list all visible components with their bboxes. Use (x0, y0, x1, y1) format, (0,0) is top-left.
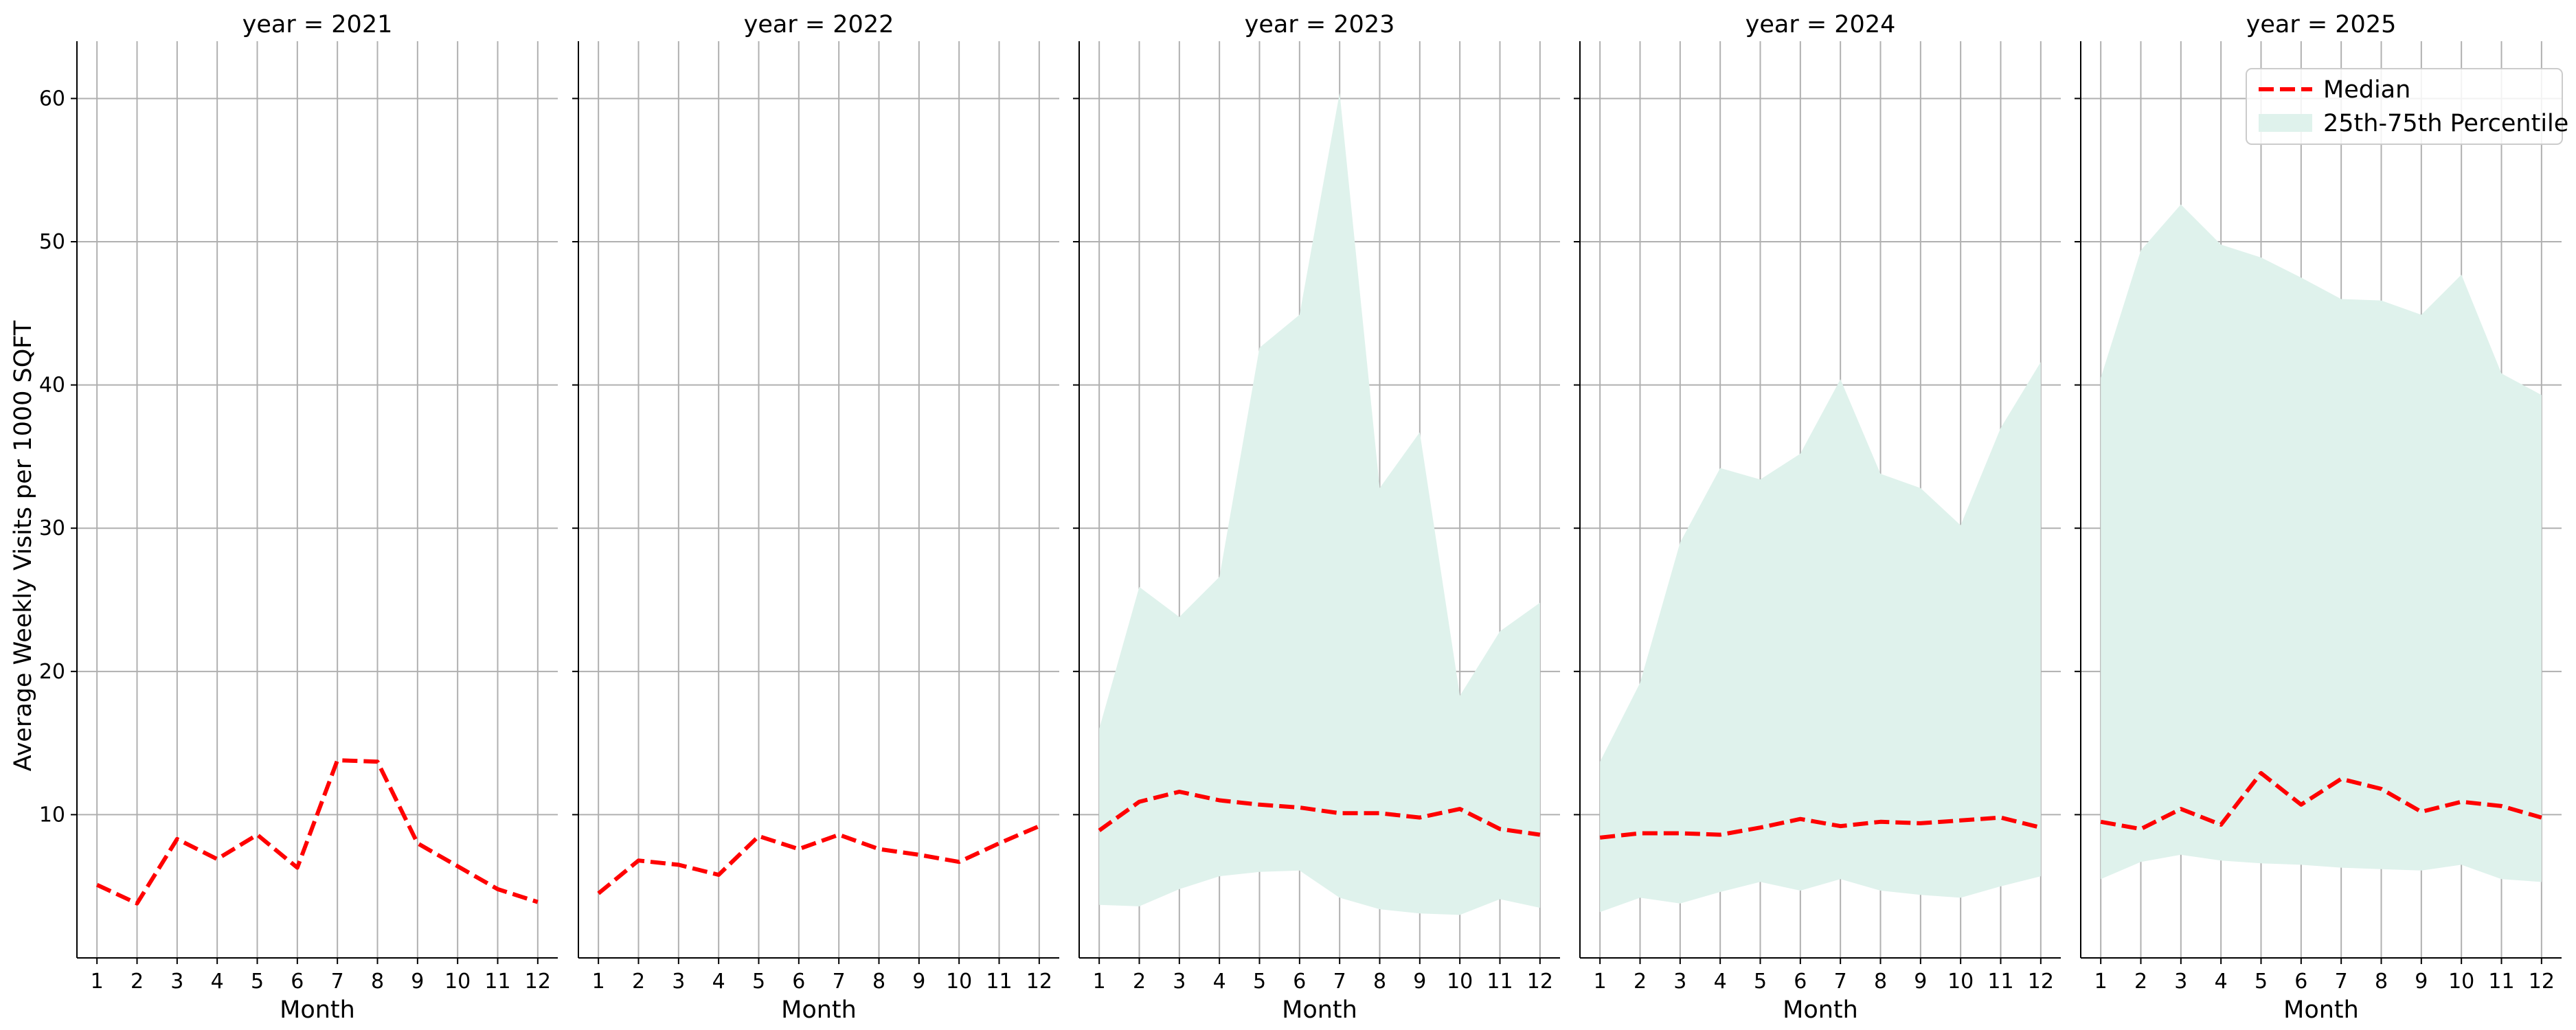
y-tick-label: 30 (39, 516, 65, 540)
x-tick-label: 11 (1487, 970, 1513, 994)
x-tick-label: 4 (1714, 970, 1727, 994)
x-tick-label: 2 (632, 970, 645, 994)
x-tick-label: 2 (1133, 970, 1146, 994)
x-tick-label: 2 (131, 970, 144, 994)
y-tick-label: 10 (39, 803, 65, 827)
x-tick-label: 1 (1093, 970, 1106, 994)
x-tick-label: 9 (411, 970, 424, 994)
x-tick-label: 4 (1213, 970, 1226, 994)
x-axis-label: Month (280, 996, 355, 1024)
x-tick-label: 10 (1447, 970, 1473, 994)
median-line (95, 758, 539, 906)
x-tick-label: 3 (2174, 970, 2187, 994)
x-tick-label: 6 (1794, 970, 1807, 994)
x-tick-label: 9 (1914, 970, 1927, 994)
x-tick-label: 6 (2294, 970, 2307, 994)
panel-title: year = 2021 (242, 11, 393, 38)
panel-title: year = 2025 (2246, 11, 2397, 38)
x-tick-label: 7 (2335, 970, 2348, 994)
percentile-band (2101, 204, 2542, 882)
x-tick-label: 10 (444, 970, 471, 994)
x-tick-label: 1 (1594, 970, 1607, 994)
x-tick-label: 12 (2028, 970, 2054, 994)
x-tick-label: 5 (251, 970, 264, 994)
x-tick-label: 4 (2215, 970, 2228, 994)
x-tick-label: 7 (331, 970, 344, 994)
y-axis-label: Average Weekly Visits per 1000 SQFT (10, 320, 37, 771)
x-tick-label: 2 (1634, 970, 1647, 994)
x-tick-label: 7 (833, 970, 846, 994)
x-tick-label: 1 (91, 970, 104, 994)
legend-band-label: 25th-75th Percentile (2323, 110, 2568, 137)
x-tick-label: 8 (371, 970, 384, 994)
x-axis-label: Month (781, 996, 857, 1024)
x-tick-label: 3 (1173, 970, 1186, 994)
x-tick-label: 8 (1373, 970, 1386, 994)
x-tick-label: 5 (1253, 970, 1266, 994)
legend: Median 25th-75th Percentile (2246, 68, 2568, 145)
median-line (597, 824, 1040, 895)
x-tick-label: 5 (752, 970, 765, 994)
x-tick-label: 3 (672, 970, 685, 994)
x-tick-label: 11 (484, 970, 510, 994)
legend-median-label: Median (2323, 76, 2410, 104)
x-tick-label: 4 (211, 970, 224, 994)
percentile-band (1099, 93, 1540, 915)
x-tick-label: 12 (525, 970, 551, 994)
y-tick-label: 20 (39, 660, 65, 684)
x-tick-label: 4 (712, 970, 725, 994)
x-tick-label: 7 (1333, 970, 1346, 994)
x-tick-label: 9 (1413, 970, 1426, 994)
x-tick-label: 11 (1987, 970, 2013, 994)
x-tick-label: 2 (2134, 970, 2147, 994)
x-tick-label: 10 (1947, 970, 1974, 994)
x-tick-label: 6 (1293, 970, 1306, 994)
x-tick-label: 10 (946, 970, 972, 994)
legend-frame (2246, 68, 2563, 145)
y-tick-label: 40 (39, 374, 65, 398)
panel-title: year = 2023 (1245, 11, 1395, 38)
x-tick-label: 3 (170, 970, 183, 994)
x-tick-label: 11 (2488, 970, 2514, 994)
panel-title: year = 2022 (744, 11, 894, 38)
x-axis-label: Month (1282, 996, 1357, 1024)
x-axis-label: Month (1783, 996, 1858, 1024)
percentile-band (1600, 362, 2041, 913)
x-tick-label: 5 (1754, 970, 1767, 994)
x-tick-label: 8 (2375, 970, 2388, 994)
x-tick-label: 8 (1874, 970, 1887, 994)
x-tick-label: 1 (592, 970, 605, 994)
x-tick-label: 6 (291, 970, 304, 994)
x-tick-label: 11 (986, 970, 1012, 994)
x-tick-label: 9 (912, 970, 925, 994)
x-tick-label: 12 (1026, 970, 1052, 994)
median-line (1599, 815, 2042, 840)
x-tick-label: 8 (872, 970, 885, 994)
x-tick-label: 3 (1673, 970, 1686, 994)
x-tick-label: 12 (2529, 970, 2555, 994)
x-tick-label: 5 (2255, 970, 2268, 994)
y-tick-label: 50 (39, 230, 65, 254)
y-tick-label: 60 (39, 87, 65, 111)
x-axis-label: Month (2283, 996, 2359, 1024)
x-tick-label: 12 (1527, 970, 1553, 994)
median-line (2100, 770, 2542, 832)
x-tick-label: 1 (2094, 970, 2108, 994)
x-tick-label: 9 (2415, 970, 2428, 994)
x-tick-label: 7 (1834, 970, 1847, 994)
legend-band-swatch (2259, 114, 2312, 132)
panel-title: year = 2024 (1745, 11, 1896, 38)
x-tick-label: 6 (792, 970, 805, 994)
x-tick-label: 10 (2448, 970, 2474, 994)
